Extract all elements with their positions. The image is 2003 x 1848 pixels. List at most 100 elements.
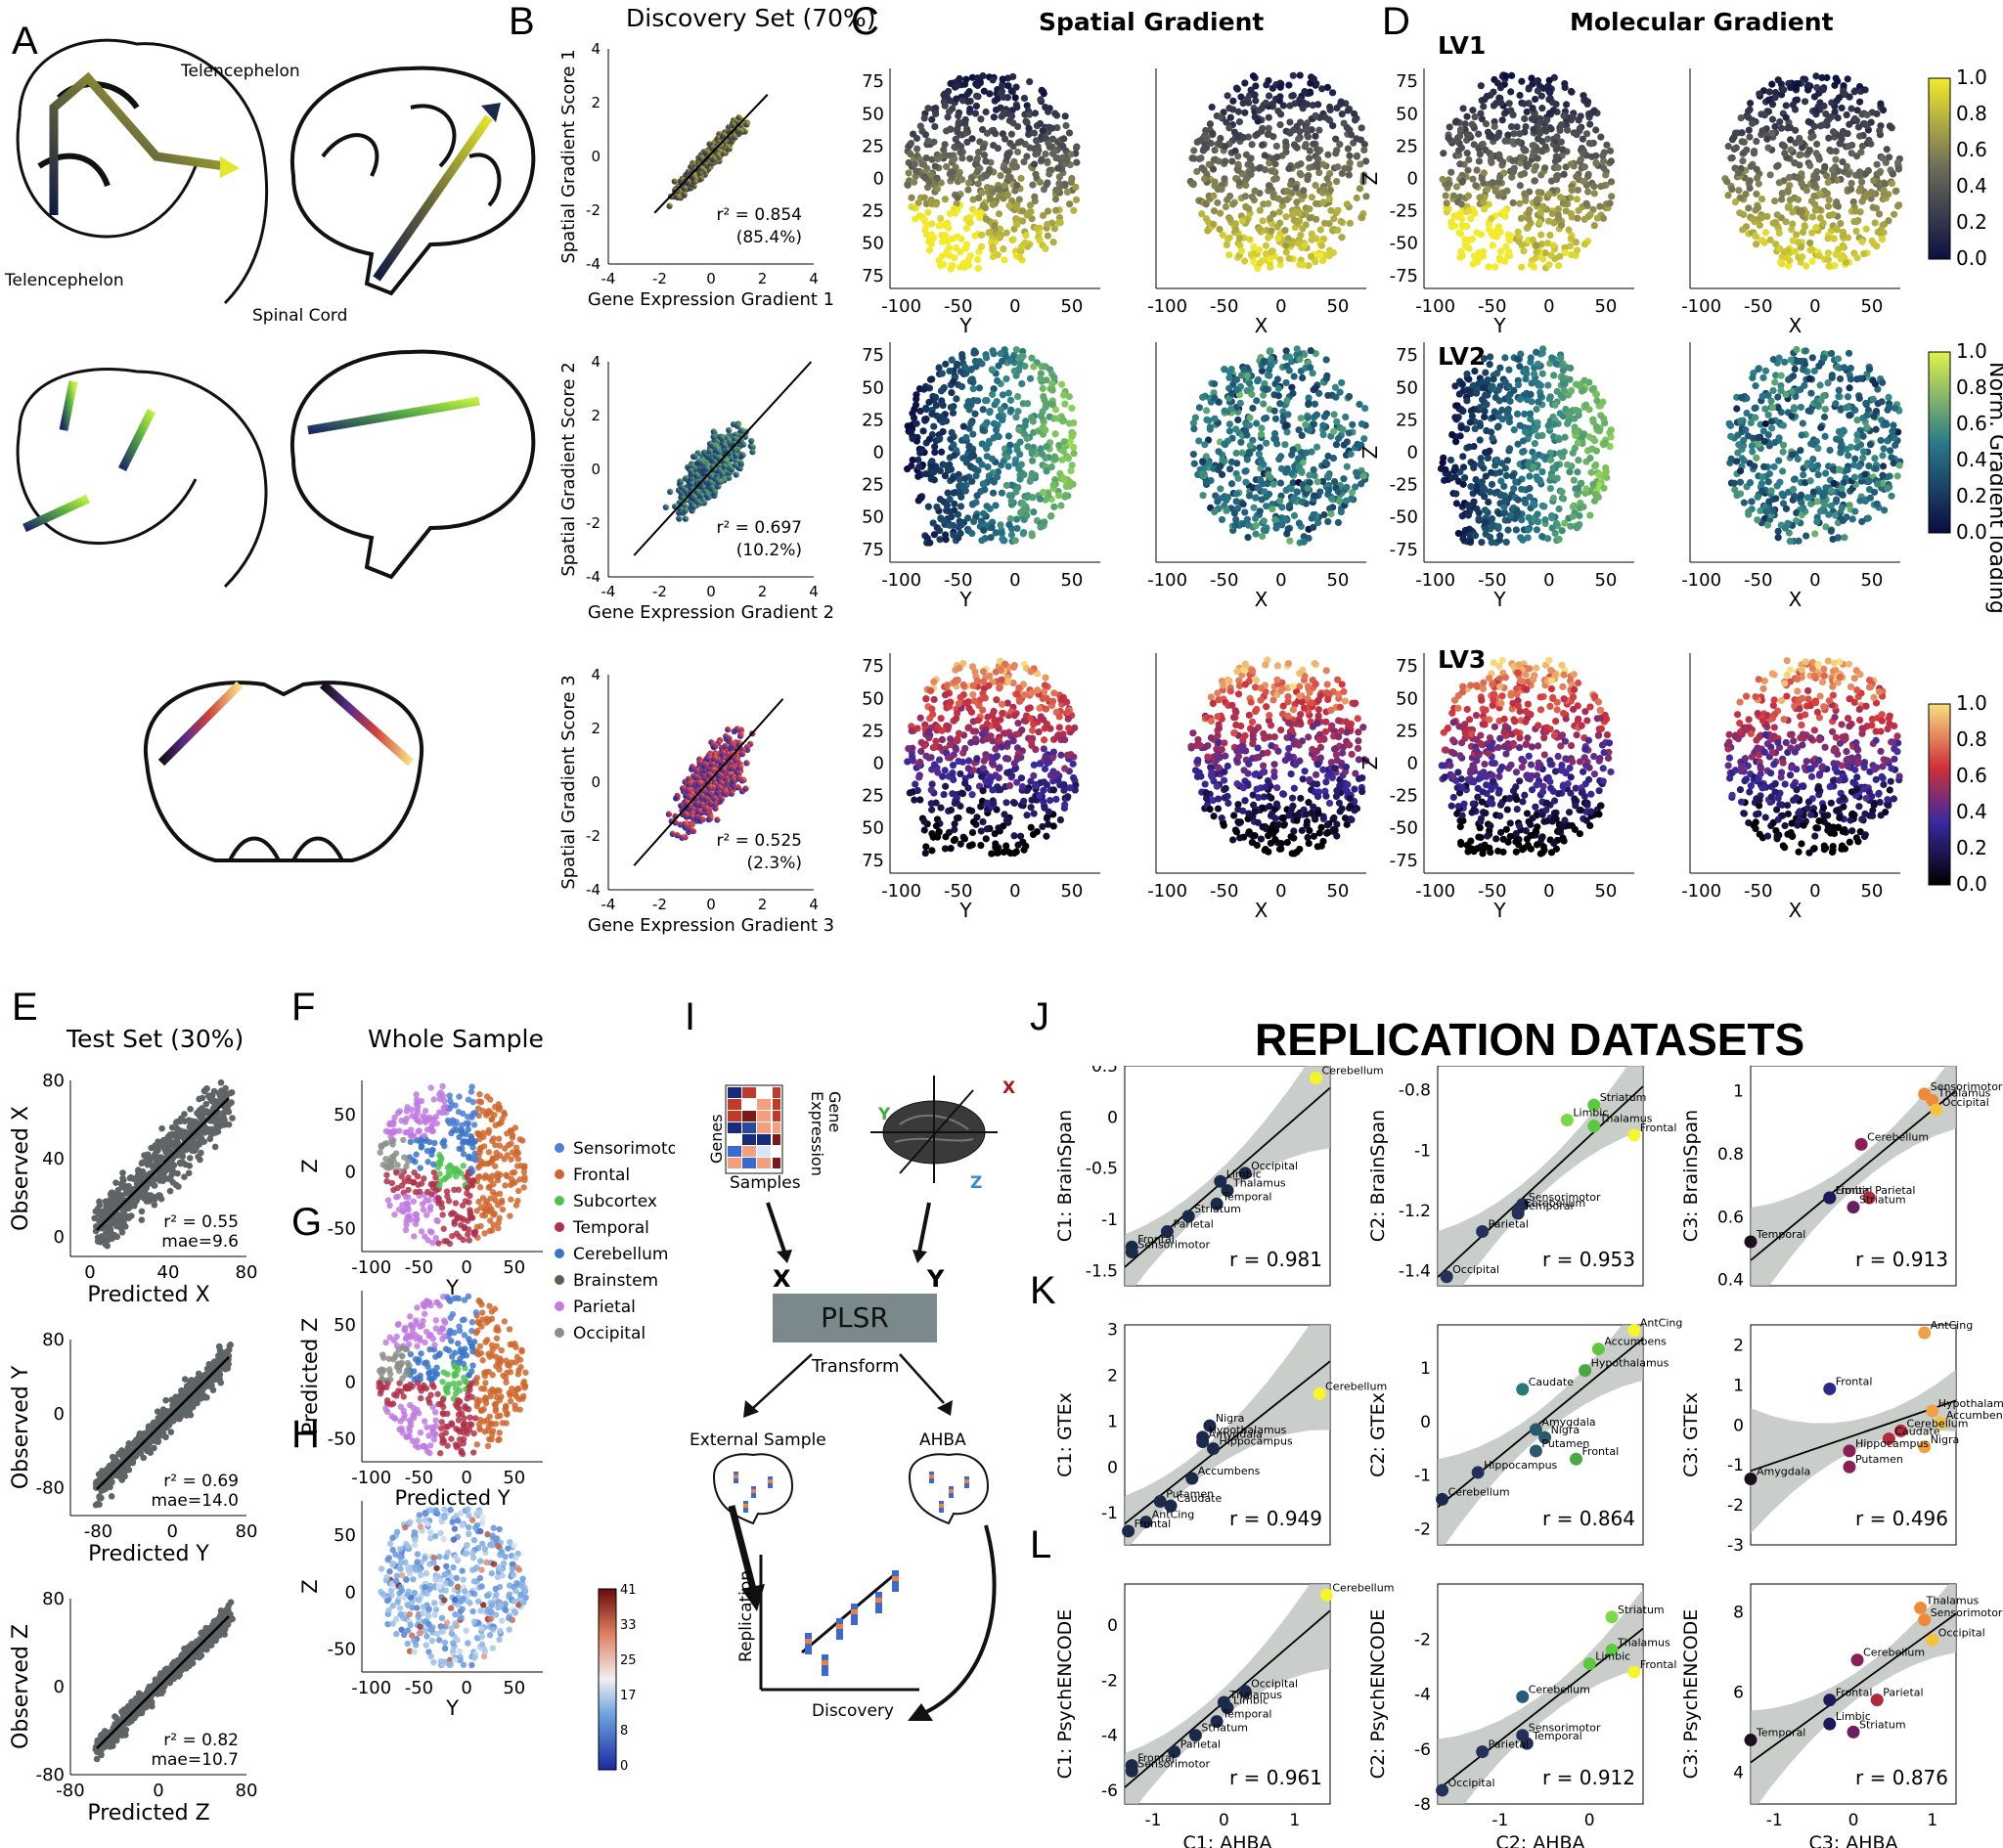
b-point: [738, 750, 746, 758]
cd-point: [982, 215, 991, 223]
cd-point: [1738, 129, 1746, 137]
cd-xtick: -100: [1681, 296, 1721, 317]
cd-xlabel: Y: [1492, 314, 1506, 337]
b-point: [739, 452, 746, 459]
b-ytick: 0: [591, 148, 601, 165]
cd-point: [1229, 106, 1237, 113]
cd-point: [980, 87, 988, 95]
cd-point: [1821, 162, 1829, 171]
cd-point: [1455, 229, 1463, 237]
cd-point: [1520, 247, 1528, 255]
cd-point: [1507, 71, 1516, 79]
b-xtick: -2: [652, 896, 667, 913]
cd-point: [1305, 172, 1313, 180]
cd-point: [1239, 134, 1247, 142]
cd-point: [1216, 141, 1224, 149]
cd-point: [1885, 217, 1892, 225]
cd-xtick: 0: [1809, 296, 1820, 317]
cd-point: [1305, 261, 1313, 270]
cd-point: [1325, 220, 1333, 228]
cd-point: [986, 228, 994, 237]
cd-point: [1475, 145, 1483, 153]
cd-point: [1447, 168, 1455, 176]
cd-point: [1520, 100, 1528, 108]
cd-point: [1258, 141, 1267, 149]
cd-point: [1544, 135, 1552, 143]
cd-point: [1007, 87, 1015, 95]
cd-point: [1328, 226, 1336, 234]
cd-point: [1255, 164, 1263, 172]
cd-point: [1834, 114, 1842, 122]
cd-point: [1533, 196, 1541, 203]
cd-point: [979, 125, 987, 134]
cd-point: [1026, 201, 1035, 209]
cd-point: [1286, 118, 1294, 126]
cd-point: [1239, 99, 1247, 108]
b-xtick: 2: [758, 270, 768, 287]
cd-point: [1209, 129, 1217, 138]
cd-point: [1025, 124, 1033, 132]
cd-point: [947, 125, 955, 133]
cd-point: [1300, 242, 1309, 249]
b-annotation-pct: (10.2%): [736, 541, 802, 560]
cd-point: [1580, 163, 1588, 171]
cd-point: [948, 168, 956, 176]
cd-point: [1518, 263, 1526, 271]
b-ytick: -2: [586, 827, 601, 845]
cd-point: [1745, 126, 1753, 134]
cd-point: [1566, 242, 1574, 250]
cd-point: [1263, 81, 1270, 89]
cd-point: [1501, 137, 1509, 145]
b-fit-line: [653, 94, 769, 214]
cd-point: [1208, 103, 1216, 111]
cd-point: [1786, 196, 1794, 204]
cd-point: [1829, 210, 1837, 219]
cd-point: [1815, 251, 1823, 260]
cd-point: [991, 221, 999, 230]
b-point: [707, 472, 715, 480]
cd-point: [1252, 82, 1260, 90]
title-molecular-gradient: Molecular Gradient: [1570, 8, 1834, 36]
b-point: [737, 460, 745, 467]
cd-point: [955, 111, 962, 120]
cd-point: [1301, 87, 1309, 96]
cd-point: [1285, 254, 1293, 262]
cd-point: [1269, 100, 1277, 108]
b-point: [726, 734, 733, 742]
cd-point: [1754, 204, 1762, 212]
b-point: [694, 499, 701, 506]
cd-point: [935, 256, 943, 265]
b-point: [711, 155, 718, 163]
cd-point: [1055, 173, 1063, 181]
b-annotation-r2: r² = 0.697: [716, 518, 802, 538]
cd-point: [973, 81, 982, 90]
cd-point: [1568, 250, 1576, 259]
cd-point: [1318, 160, 1327, 168]
cd-point: [1001, 256, 1008, 264]
cd-point: [1299, 261, 1307, 269]
cd-point: [1323, 83, 1332, 92]
cd-point: [1535, 189, 1542, 197]
cd-point: [943, 162, 951, 171]
cd-point: [1211, 178, 1219, 186]
cd-point: [1351, 116, 1359, 124]
b-point: [705, 770, 713, 778]
cd-point: [1326, 186, 1334, 194]
cd-point: [1055, 184, 1064, 192]
cd-point: [1584, 170, 1592, 178]
b-point: [703, 465, 711, 472]
cd-point: [1875, 210, 1884, 218]
title-test-set: Test Set (30%): [67, 1025, 245, 1053]
cd-point: [1265, 187, 1272, 195]
cd-point: [1491, 122, 1498, 131]
b-point: [730, 121, 736, 129]
cd-point: [1276, 110, 1285, 118]
cd-point: [1281, 227, 1289, 235]
cd-xtick: -50: [1744, 296, 1772, 317]
cd-point: [1248, 141, 1256, 149]
cd-point: [1537, 92, 1545, 100]
cd-point: [1463, 149, 1471, 157]
cd-point: [1724, 143, 1732, 151]
b-point: [703, 795, 710, 803]
